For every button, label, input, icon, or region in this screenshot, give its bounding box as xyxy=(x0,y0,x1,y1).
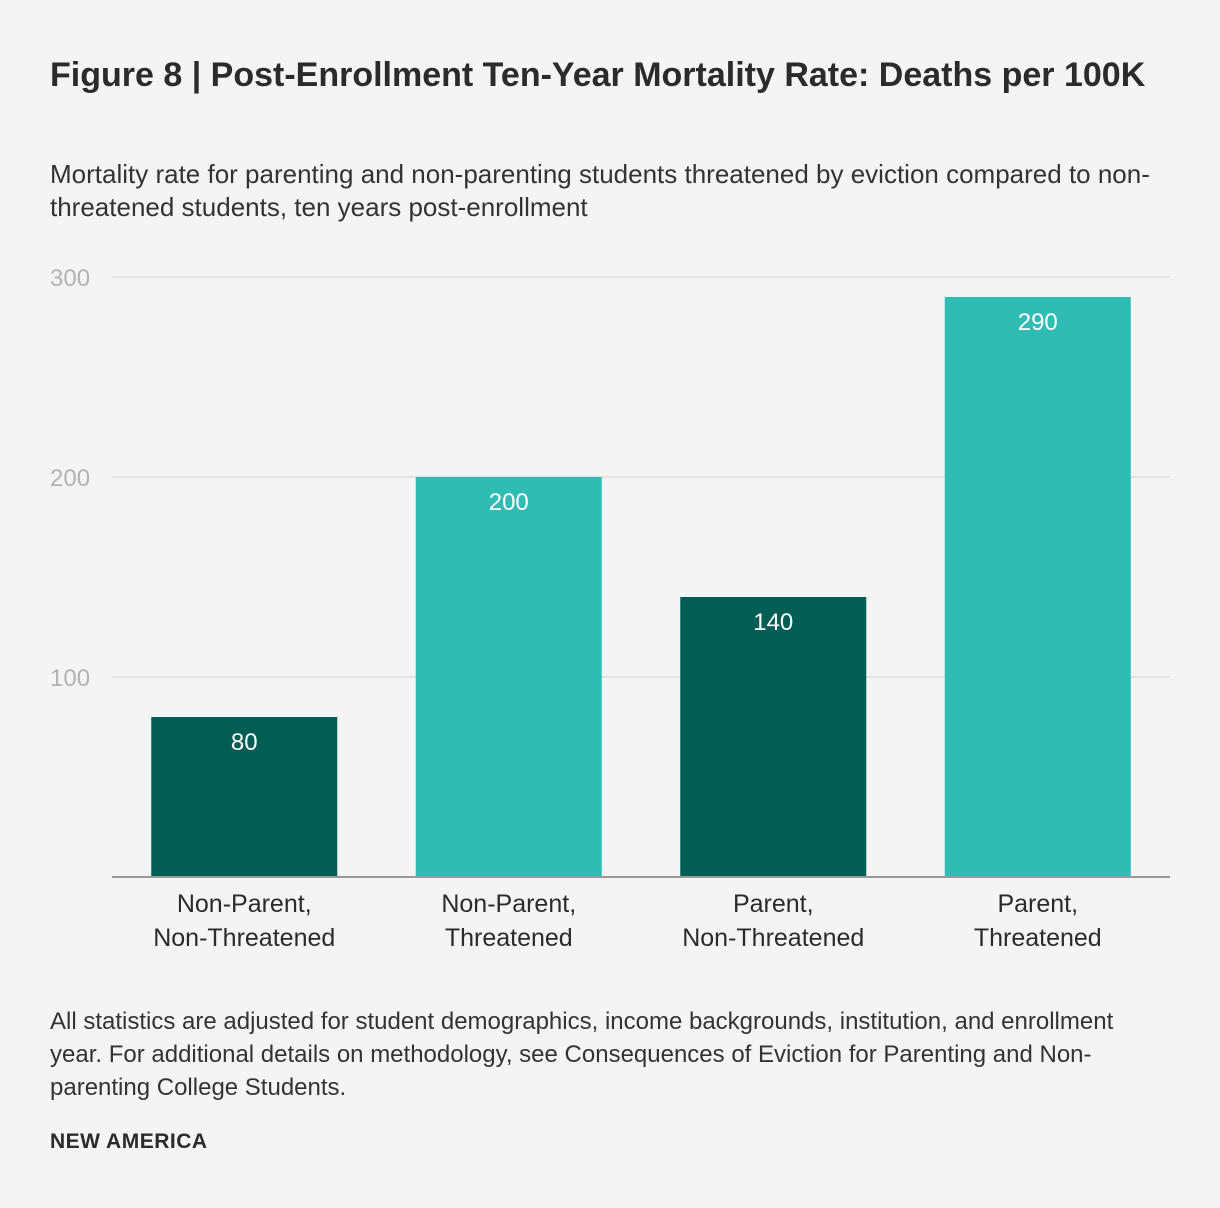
x-category-label: Non-Parent, xyxy=(441,890,576,918)
x-category-label: Parent, xyxy=(997,890,1078,918)
bar xyxy=(151,717,338,877)
chart-caption: All statistics are adjusted for student … xyxy=(50,1008,1114,1101)
chart-title: Figure 8 | Post-Enrollment Ten-Year Mort… xyxy=(50,56,1146,94)
x-category-label: Threatened xyxy=(445,924,573,952)
bar-data-label: 140 xyxy=(753,609,793,636)
brand-logo-text: NEW AMERICA xyxy=(50,1130,208,1153)
x-category-label: Non-Parent, xyxy=(177,890,312,918)
bar xyxy=(680,597,867,877)
bar-data-label: 200 xyxy=(489,489,529,516)
y-tick-label: 300 xyxy=(50,265,90,292)
bar-chart: 100 200 300 80 Non-Parent, Non-Threatened 200 N… xyxy=(50,265,1170,952)
x-category-label: Parent, xyxy=(733,890,814,918)
bar-data-label: 80 xyxy=(231,729,258,756)
y-tick-label: 100 xyxy=(50,665,90,692)
x-category-label: Non-Threatened xyxy=(682,924,864,952)
bar xyxy=(944,297,1131,877)
chart-subtitle: Mortality rate for parenting and non-par… xyxy=(50,159,1150,222)
bar xyxy=(415,477,602,877)
y-tick-label: 200 xyxy=(50,465,90,492)
x-category-label: Non-Threatened xyxy=(153,924,335,952)
bar-data-label: 290 xyxy=(1018,309,1058,336)
x-category-label: Threatened xyxy=(974,924,1102,952)
